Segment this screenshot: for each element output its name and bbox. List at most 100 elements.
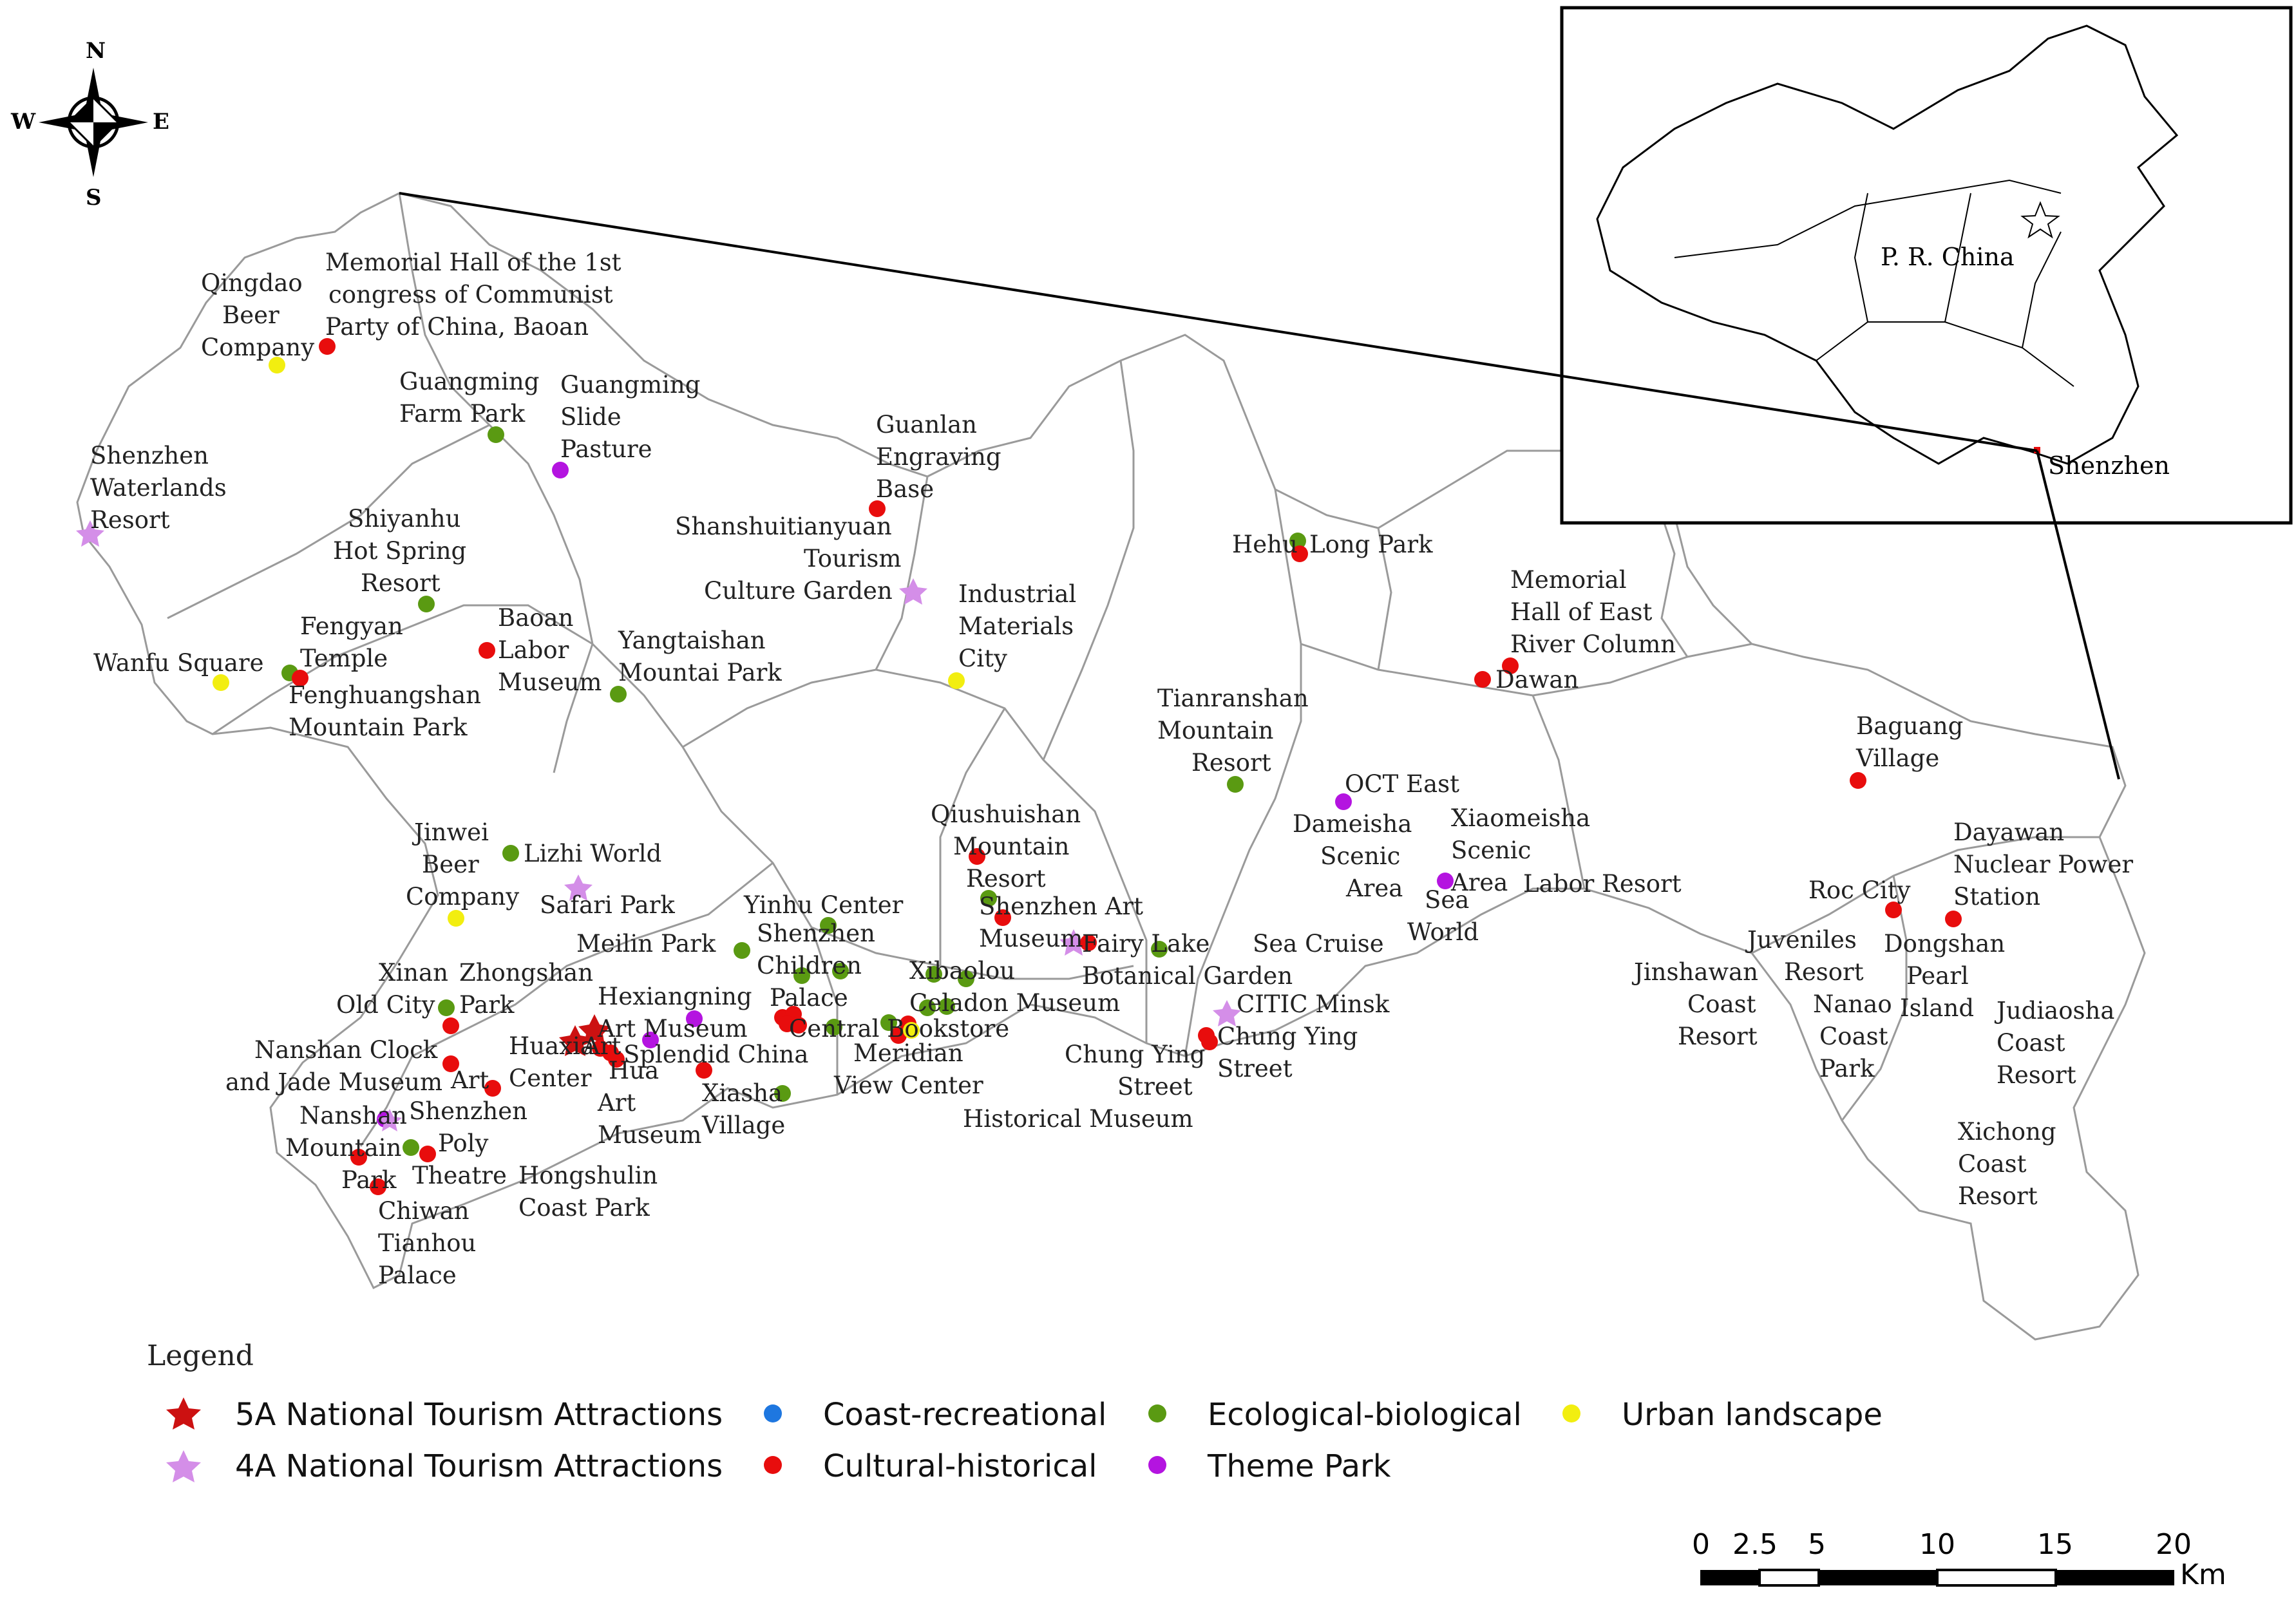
label-waterlands: Shenzhen Waterlands Resort xyxy=(90,442,227,534)
marker-huaxia-c xyxy=(608,1051,625,1068)
marker-memorial-east xyxy=(1502,657,1519,674)
label-zhongshan: Zhongshan Park xyxy=(459,959,593,1019)
scale-tick-20: 20 xyxy=(2156,1528,2192,1561)
label-xichong: Xichong Coast Resort xyxy=(1958,1118,2056,1210)
marker-fairy-lake-b xyxy=(1151,941,1168,958)
label-dongshan: Dongshan Pearl Island xyxy=(1884,930,2005,1022)
legend-5a-star-icon xyxy=(166,1397,201,1430)
compass-rose: N S E W xyxy=(10,38,169,211)
inset-connector-top xyxy=(399,192,2038,452)
legend-item-urban: Urban landscape xyxy=(1562,1397,1883,1433)
legend-ecological-dot-icon xyxy=(1148,1404,1166,1422)
label-nanshan-mtn: Nanshan Mountain Park xyxy=(285,1102,407,1194)
inset-country-label: P. R. China xyxy=(1881,243,2015,271)
label-splendid: Splendid China xyxy=(623,1041,808,1068)
marker-splendid xyxy=(696,1062,712,1079)
label-baoan-labor: Baoan Labor Museum xyxy=(498,604,602,696)
label-yangtaishan: Yangtaishan Mountai Park xyxy=(618,627,782,686)
label-baguang: Baguang Village xyxy=(1855,712,1963,772)
marker-waterlands-star xyxy=(76,520,104,547)
marker-baoan-labor xyxy=(479,642,495,659)
marker-roc-city xyxy=(1885,902,1902,918)
shenzhen-boundary xyxy=(76,192,2146,1341)
compass-south-label: S xyxy=(86,185,102,211)
marker-memorial-hall-baoan xyxy=(319,338,336,355)
legend-label-theme: Theme Park xyxy=(1207,1448,1391,1484)
label-qiushuishan: Qiushuishan Mountain Resort xyxy=(931,800,1081,893)
legend-label-urban: Urban landscape xyxy=(1622,1397,1883,1433)
marker-guangming-slide xyxy=(552,462,569,478)
label-lizhi: Lizhi World xyxy=(524,840,661,867)
marker-nanshan-star xyxy=(377,1109,402,1131)
marker-dawan xyxy=(1474,671,1491,688)
scale-bar: 0 2.5 5 10 15 20 Km xyxy=(1692,1528,2226,1591)
label-huaxia: HuaxiaArt Center xyxy=(509,1032,621,1092)
legend-item-theme: Theme Park xyxy=(1148,1448,1391,1484)
label-memorial-hall: Memorial Hall of the 1st congress of Comm… xyxy=(325,249,621,341)
label-dayawan: Dayawan Nuclear Power Station xyxy=(1953,818,2133,911)
marker-yangtaishan xyxy=(610,686,627,703)
marker-meilin xyxy=(734,942,750,959)
legend-title: Legend xyxy=(147,1339,254,1372)
label-hongshulin: Hongshulin Coast Park xyxy=(518,1162,658,1222)
marker-art-museum xyxy=(994,909,1011,926)
legend-cultural-dot-icon xyxy=(764,1456,782,1474)
label-roc-city: Roc City xyxy=(1808,876,1911,904)
label-guanlan: Guanlan Engraving Base xyxy=(876,411,1001,503)
legend-item-coast: Coast-recreational xyxy=(764,1397,1106,1433)
legend-item-cultural: Cultural-historical xyxy=(764,1448,1097,1484)
marker-children-b xyxy=(793,967,810,984)
legend-label-5a: 5A National Tourism Attractions xyxy=(235,1397,723,1433)
marker-xibaolou xyxy=(925,966,942,983)
marker-central-f xyxy=(880,1014,897,1031)
label-wanfu: Wanfu Square xyxy=(93,649,264,677)
marker-fairy-lake-a xyxy=(1080,934,1097,951)
marker-central-e xyxy=(826,1019,842,1035)
label-labor-resort: Labor Resort xyxy=(1523,870,1682,898)
legend-4a-star-icon xyxy=(166,1450,201,1482)
marker-baguang xyxy=(1850,772,1866,789)
label-meridian: Meridian View Center xyxy=(833,1039,983,1099)
legend-label-ecological: Ecological-biological xyxy=(1208,1397,1522,1433)
compass-north-label: N xyxy=(86,38,106,64)
inset-connector-bottom xyxy=(2036,450,2120,780)
label-xinan: Xinan Old City xyxy=(336,959,448,1019)
label-industrial: Industrial Materials City xyxy=(958,580,1076,672)
legend-coast-dot-icon xyxy=(764,1404,782,1422)
marker-dayawan xyxy=(1945,911,1962,927)
label-jinshawan: Jinshawan Coast Resort xyxy=(1631,958,1758,1050)
label-hehu: Hehu Long Park xyxy=(1232,531,1433,558)
marker-shanshui-star xyxy=(899,578,927,605)
label-jinwei: Jinwei Beer Company xyxy=(406,818,519,911)
marker-oct-east xyxy=(1335,793,1352,810)
label-memorial-east: Memorial Hall of East River Column xyxy=(1510,566,1676,658)
marker-sea-world xyxy=(1437,873,1454,889)
label-citic: CITIC Minsk xyxy=(1237,990,1390,1018)
label-xiasha: Xiasha Village xyxy=(701,1079,785,1139)
label-fengyan: Fengyan Temple xyxy=(300,612,403,672)
label-dawan: Dawan xyxy=(1495,666,1579,694)
label-guangming-slide: Guangming Slide Pasture xyxy=(560,371,700,463)
compass-west-label: W xyxy=(10,109,36,135)
scale-tick-2-5: 2.5 xyxy=(1732,1528,1778,1561)
legend-theme-dot-icon xyxy=(1148,1456,1166,1474)
label-xiaomeisha: Xiaomeisha Scenic Area xyxy=(1450,804,1590,896)
scale-tick-5: 5 xyxy=(1808,1528,1826,1561)
label-guangming-farm: Guangming Farm Park xyxy=(399,368,539,428)
marker-citic-star xyxy=(1213,1000,1241,1026)
marker-art-center xyxy=(484,1080,501,1097)
marker-central-d xyxy=(790,1017,807,1034)
inset-city-label: Shenzhen xyxy=(2048,451,2170,480)
marker-chung-ying-b xyxy=(1201,1034,1218,1050)
marker-meridian xyxy=(890,1027,907,1044)
marker-shiyanhu xyxy=(418,596,435,612)
label-safari: Safari Park xyxy=(540,891,675,919)
legend: Legend 5A National Tourism Attractions 4… xyxy=(147,1339,1883,1484)
marker-guangming-farm xyxy=(488,426,504,443)
marker-xiasha xyxy=(774,1085,791,1102)
marker-poly-a xyxy=(403,1139,419,1156)
label-xibaolou: Xibaolou Celadon Museum xyxy=(909,957,1120,1017)
marker-nanshan-park xyxy=(350,1149,367,1166)
marker-5a-star-b xyxy=(578,1014,611,1045)
marker-xinan xyxy=(442,1017,459,1034)
